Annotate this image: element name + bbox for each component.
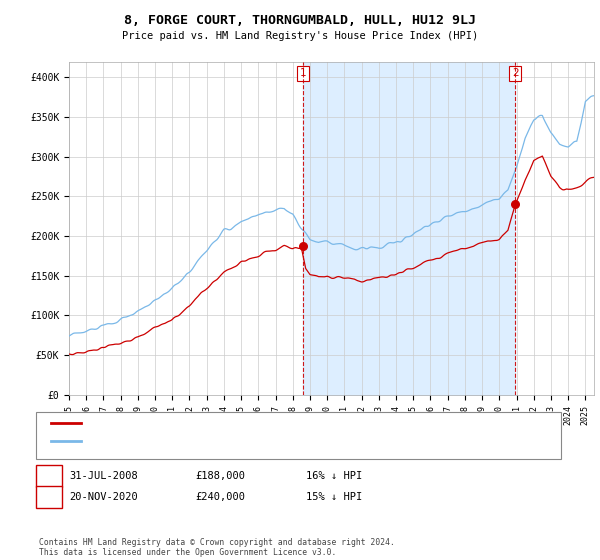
Text: 1: 1 — [46, 471, 52, 481]
Text: 16% ↓ HPI: 16% ↓ HPI — [306, 471, 362, 481]
Text: 2: 2 — [46, 492, 52, 502]
Text: £240,000: £240,000 — [195, 492, 245, 502]
Text: 2: 2 — [512, 68, 518, 78]
Text: 20-NOV-2020: 20-NOV-2020 — [69, 492, 138, 502]
Text: 8, FORGE COURT, THORNGUMBALD, HULL, HU12 9LJ: 8, FORGE COURT, THORNGUMBALD, HULL, HU12… — [124, 14, 476, 27]
Text: 1: 1 — [299, 68, 306, 78]
Text: HPI: Average price, detached house, East Riding of Yorkshire: HPI: Average price, detached house, East… — [84, 436, 429, 445]
Text: 31-JUL-2008: 31-JUL-2008 — [69, 471, 138, 481]
Text: £188,000: £188,000 — [195, 471, 245, 481]
Text: Price paid vs. HM Land Registry's House Price Index (HPI): Price paid vs. HM Land Registry's House … — [122, 31, 478, 41]
Point — [511, 200, 520, 209]
Text: Contains HM Land Registry data © Crown copyright and database right 2024.
This d: Contains HM Land Registry data © Crown c… — [39, 538, 395, 557]
Text: 15% ↓ HPI: 15% ↓ HPI — [306, 492, 362, 502]
Point — [298, 241, 308, 250]
Text: 8, FORGE COURT, THORNGUMBALD, HULL, HU12 9LJ (detached house): 8, FORGE COURT, THORNGUMBALD, HULL, HU12… — [84, 418, 435, 427]
